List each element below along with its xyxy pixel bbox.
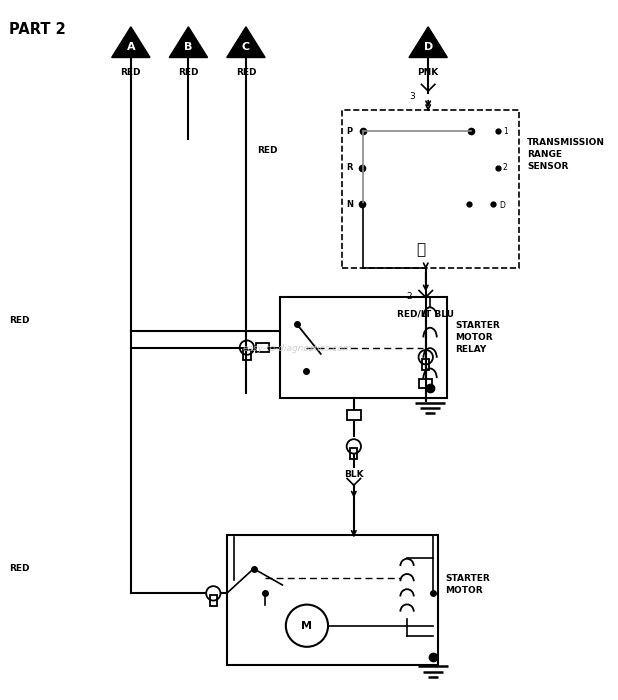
Bar: [227, 535, 438, 664]
Text: PNK: PNK: [418, 68, 439, 77]
Text: D: D: [423, 42, 433, 52]
Bar: [350, 448, 357, 458]
Polygon shape: [227, 27, 265, 57]
Text: easy-to-diagnostics.com: easy-to-diagnostics.com: [243, 344, 352, 353]
Bar: [342, 110, 519, 269]
Text: D: D: [499, 201, 505, 210]
Text: RED: RED: [9, 564, 30, 573]
Text: STARTER
MOTOR
RELAY: STARTER MOTOR RELAY: [455, 321, 500, 354]
Bar: [243, 349, 250, 360]
Text: TRANSMISSION
RANGE
SENSOR: TRANSMISSION RANGE SENSOR: [527, 139, 605, 171]
Text: P: P: [347, 127, 353, 136]
Text: B: B: [184, 42, 193, 52]
Text: BLK: BLK: [344, 470, 363, 479]
Text: STARTER
MOTOR: STARTER MOTOR: [446, 574, 490, 595]
Text: 2: 2: [503, 163, 508, 172]
Bar: [422, 359, 430, 370]
Text: C: C: [242, 42, 250, 52]
Text: RED: RED: [121, 68, 141, 77]
Text: R: R: [347, 163, 353, 172]
Text: RED: RED: [178, 68, 198, 77]
Polygon shape: [409, 27, 447, 57]
Text: 3: 3: [409, 92, 415, 101]
Text: RED: RED: [235, 68, 256, 77]
Polygon shape: [112, 27, 150, 57]
Bar: [419, 379, 433, 389]
Text: RED: RED: [9, 316, 30, 325]
Text: 2: 2: [407, 292, 412, 301]
Text: M: M: [302, 621, 313, 631]
Bar: [347, 410, 360, 420]
Polygon shape: [169, 27, 208, 57]
Bar: [210, 595, 217, 606]
Text: N: N: [347, 199, 353, 209]
Text: RED/LT BLU: RED/LT BLU: [397, 309, 454, 318]
Text: A: A: [127, 42, 135, 52]
Text: RED: RED: [258, 146, 278, 155]
Bar: [279, 298, 447, 398]
Text: PART 2: PART 2: [9, 22, 66, 37]
Text: ⓓ: ⓓ: [417, 241, 426, 257]
Bar: [255, 343, 269, 352]
Text: 1: 1: [503, 127, 508, 136]
